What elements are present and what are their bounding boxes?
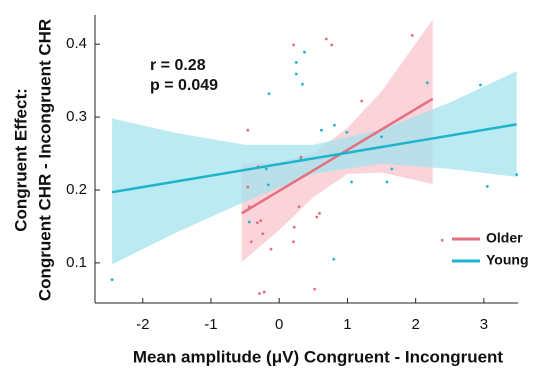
data-point bbox=[264, 167, 268, 171]
data-point bbox=[425, 81, 429, 85]
data-point bbox=[262, 290, 266, 294]
y-tick-label: 0.2 bbox=[66, 181, 87, 198]
y-axis-title-line: Congruent Effect: bbox=[11, 88, 30, 232]
data-point bbox=[255, 221, 259, 225]
data-point bbox=[515, 173, 519, 177]
data-point bbox=[345, 130, 349, 134]
x-tick-label: 2 bbox=[411, 316, 419, 333]
data-point bbox=[360, 99, 364, 103]
data-point bbox=[315, 215, 319, 219]
data-point bbox=[299, 155, 303, 159]
data-point bbox=[249, 240, 253, 244]
data-point bbox=[318, 211, 321, 215]
data-point bbox=[267, 92, 271, 96]
data-point bbox=[301, 82, 304, 86]
data-point bbox=[292, 43, 295, 47]
data-point bbox=[410, 34, 414, 37]
y-axis-title-line: Congruent CHR - Incongruent CHR bbox=[35, 19, 54, 301]
data-point bbox=[269, 247, 273, 251]
data-point bbox=[266, 183, 270, 187]
y-tick-label: 0.1 bbox=[66, 254, 87, 271]
y-tick-label: 0.4 bbox=[66, 35, 87, 52]
data-point bbox=[261, 232, 265, 236]
data-point bbox=[303, 50, 306, 54]
data-point bbox=[390, 167, 394, 171]
data-point bbox=[313, 287, 317, 291]
data-point bbox=[259, 219, 263, 223]
x-tick-label: -1 bbox=[204, 316, 217, 333]
data-point bbox=[333, 123, 336, 127]
data-point bbox=[258, 292, 261, 295]
data-point bbox=[110, 278, 114, 282]
data-point bbox=[332, 257, 336, 261]
y-axis-title: Congruent Effect: Congruent CHR - Incong… bbox=[11, 19, 54, 301]
regression-line bbox=[111, 123, 517, 194]
data-point bbox=[330, 43, 334, 47]
data-point bbox=[320, 128, 323, 132]
data-point bbox=[485, 184, 489, 188]
data-point bbox=[246, 185, 250, 189]
data-point bbox=[246, 128, 250, 132]
confidence-band bbox=[112, 71, 517, 265]
legend-label: Older bbox=[486, 230, 523, 246]
x-tick-label: 1 bbox=[343, 316, 351, 333]
legend-label: Young bbox=[486, 252, 529, 268]
data-point bbox=[385, 180, 389, 184]
regression-line bbox=[241, 97, 434, 215]
x-tick-label: -2 bbox=[136, 316, 149, 333]
x-axis-title: Mean amplitude (μV) Congruent - Incongru… bbox=[133, 347, 504, 366]
data-point bbox=[247, 220, 251, 224]
x-tick-label: 0 bbox=[275, 316, 283, 333]
annotation: p = 0.049 bbox=[150, 77, 218, 94]
data-point bbox=[294, 72, 298, 76]
data-point bbox=[350, 180, 353, 184]
data-point bbox=[324, 37, 328, 41]
data-point bbox=[380, 135, 383, 139]
plot-layer bbox=[110, 19, 519, 295]
annotation: r = 0.28 bbox=[150, 57, 206, 74]
data-point bbox=[292, 225, 296, 229]
data-point bbox=[297, 205, 301, 209]
data-point bbox=[440, 238, 444, 242]
data-point bbox=[294, 60, 298, 64]
data-point bbox=[292, 240, 295, 244]
data-point bbox=[479, 83, 482, 87]
x-tick-label: 3 bbox=[480, 316, 488, 333]
y-tick-label: 0.3 bbox=[66, 108, 87, 125]
